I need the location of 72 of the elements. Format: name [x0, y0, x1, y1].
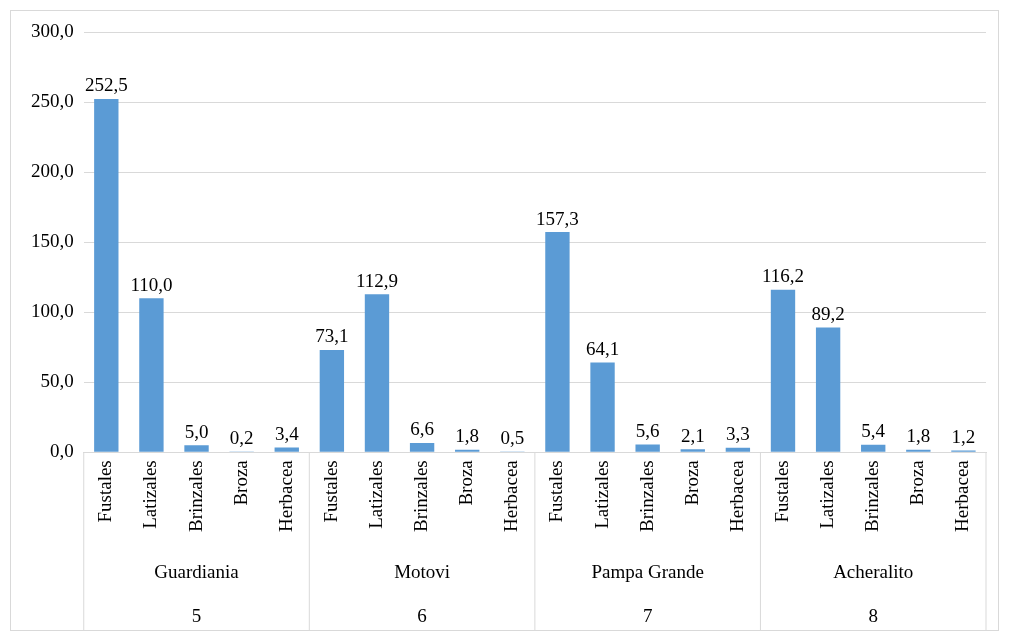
x-tick-label: Herbacea: [951, 459, 973, 532]
data-label: 64,1: [585, 338, 620, 360]
data-label: 89,2: [811, 302, 845, 324]
x-tick-label: Broza: [455, 459, 477, 506]
text: Pampa Grande: [591, 560, 704, 582]
bar: [815, 327, 841, 452]
data-label: 5,0: [184, 420, 209, 442]
y-tick-label: 200,0: [31, 160, 74, 182]
data-label: 5,4: [861, 420, 886, 442]
x-tick-label: Brinzales: [861, 460, 883, 533]
bar: [274, 447, 299, 452]
bar: [94, 98, 119, 452]
data-label: 73,1: [315, 325, 349, 347]
x-tick-label: Latizales: [364, 460, 386, 529]
x-tick-label: Latizales: [139, 460, 161, 529]
x-tick-label: Brinzales: [635, 460, 657, 533]
data-label: 2,1: [680, 424, 705, 446]
x-tick-label: Fustales: [94, 460, 116, 523]
x-tick-label: Broza: [906, 459, 928, 506]
bar: [319, 349, 345, 452]
text: Guardiania: [154, 560, 240, 582]
x-tick-label: Latizales: [590, 460, 612, 529]
data-label: 1,8: [906, 425, 931, 447]
y-tick-label: 150,0: [31, 230, 74, 252]
bar: [364, 294, 390, 452]
x-tick-label: Herbacea: [274, 459, 296, 532]
x-tick-label: Fustales: [545, 460, 567, 523]
bar: [139, 298, 164, 452]
text: 6: [417, 604, 427, 626]
x-tick-label: Herbacea: [500, 459, 522, 532]
bar: [455, 449, 480, 452]
data-label: 1,2: [951, 426, 976, 448]
x-tick-label: Fustales: [770, 460, 792, 523]
bar: [861, 444, 886, 452]
bar: [635, 444, 660, 452]
text: 7: [642, 604, 653, 626]
y-tick-label: 250,0: [31, 90, 74, 112]
bar: [725, 447, 751, 452]
text: Acheralito: [833, 560, 914, 582]
y-tick-label: 300,0: [31, 20, 74, 42]
x-tick-label: Broza: [680, 459, 702, 506]
data-label: 116,2: [761, 265, 805, 287]
data-label: 3,3: [726, 423, 750, 445]
bar: [770, 289, 796, 452]
y-tick-label: 50,0: [40, 370, 74, 392]
x-tick-label: Fustales: [319, 460, 341, 523]
y-tick-label: 0,0: [50, 440, 74, 462]
data-label: 157,3: [536, 207, 579, 229]
bar: [906, 449, 931, 452]
data-label: 3,4: [274, 422, 300, 444]
text: 8: [868, 604, 878, 626]
bar: [184, 445, 209, 452]
bar: [680, 449, 705, 452]
bar: [409, 443, 435, 452]
x-tick-label: Brinzales: [410, 460, 432, 533]
data-label: 252,5: [84, 74, 128, 96]
x-tick-label: Latizales: [816, 460, 838, 529]
data-label: 0,2: [229, 427, 254, 449]
data-label: 110,0: [130, 273, 173, 295]
data-label: 5,6: [635, 419, 660, 441]
data-label: 0,5: [500, 427, 525, 449]
text: Motovi: [394, 560, 451, 582]
x-tick-label: Brinzales: [184, 460, 206, 533]
bar: [545, 232, 570, 452]
data-label: 1,8: [455, 425, 480, 447]
x-tick-label: Herbacea: [725, 459, 747, 532]
y-tick-label: 100,0: [31, 300, 74, 322]
text: 5: [191, 604, 202, 626]
bar: [590, 362, 615, 452]
data-label: 112,9: [355, 269, 398, 291]
data-label: 6,6: [410, 418, 434, 440]
x-tick-label: Broza: [229, 459, 251, 506]
